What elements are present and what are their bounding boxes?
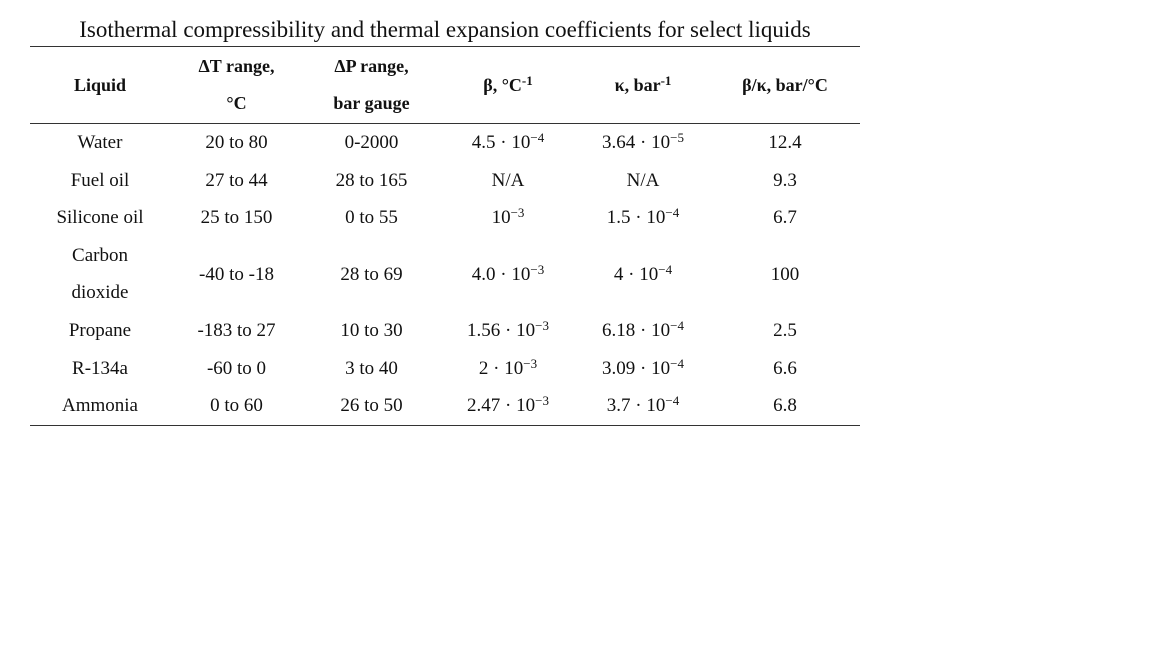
cell-line: ΔP range, — [334, 56, 409, 76]
cell-line: Carbon — [72, 244, 128, 266]
data-table: Liquid ΔT range, °C ΔP range, bar gauge β, °C… — [30, 46, 860, 426]
exponent: −4 — [665, 393, 680, 409]
cell-text: 1.56 · 10 — [467, 319, 536, 341]
table-row: Silicone oil 25 to 150 0 to 55 10−3 1.5 · 10… — [30, 199, 860, 237]
header-row: Liquid ΔT range, °C ΔP range, bar gauge β, °C… — [30, 46, 860, 124]
cell-line: ΔT range, — [198, 56, 275, 76]
exponent: −4 — [665, 205, 680, 221]
table-cell: 1.56 · 10−3 — [440, 312, 576, 350]
exponent: −3 — [535, 317, 549, 333]
exponent: −4 — [670, 317, 684, 333]
table-body: Water 20 to 80 0-2000 4.5 · 10−4 3.64 · 10−5… — [30, 124, 860, 426]
table-cell: 6.7 — [773, 207, 797, 229]
exponent: −3 — [530, 261, 545, 277]
table-cell: Water — [77, 132, 123, 153]
table-row: Ammonia 0 to 60 26 to 50 2.47 · 10−3 3.7 · 1… — [30, 387, 860, 426]
table-cell: 100 — [770, 263, 800, 285]
table-cell: 2.5 — [773, 319, 797, 341]
table-cell: Carbon dioxide — [30, 237, 170, 312]
header-cell: Liquid — [30, 47, 170, 124]
table-cell: 27 to 44 — [205, 169, 268, 191]
table-title: Isothermal compressibility and thermal e… — [79, 17, 811, 42]
table-cell: N/A — [491, 169, 525, 191]
cell-text: β, °C — [483, 74, 522, 95]
table-header: Liquid ΔT range, °C ΔP range, bar gauge β, °C… — [30, 46, 860, 124]
header-cell: β, °C-1 — [440, 47, 576, 124]
exponent: −5 — [670, 130, 684, 145]
table-cell: 9.3 — [773, 169, 797, 191]
table-cell: 3.7 · 10−4 — [576, 387, 710, 425]
cell-line: Liquid — [73, 74, 127, 95]
cell-text: 3.09 · 10 — [602, 357, 671, 379]
cell-text: 6.18 · 10 — [602, 319, 671, 341]
header-cell: ΔP range, bar gauge — [303, 47, 440, 124]
cell-text: 4.5 · 10 — [471, 132, 531, 153]
table-cell: 3.09 · 10−4 — [576, 350, 710, 388]
cell-text: 10 — [491, 207, 511, 229]
cell-text: 1.5 · 10 — [606, 207, 666, 229]
table-cell: Ammonia — [62, 395, 138, 417]
table-cell: N/A — [626, 169, 660, 191]
table-cell: Propane — [68, 319, 132, 341]
table-cell: 20 to 80 — [205, 132, 268, 153]
table-cell: 4 · 10−4 — [576, 237, 710, 312]
table-cell: 4.0 · 10−3 — [440, 237, 576, 312]
table-cell: 1.5 · 10−4 — [576, 199, 710, 237]
table-cell: -183 to 27 — [197, 319, 276, 341]
table-row: Water 20 to 80 0-2000 4.5 · 10−4 3.64 · 10−5… — [30, 124, 860, 162]
table-cell: 2.47 · 10−3 — [440, 387, 576, 425]
table-row: Fuel oil 27 to 44 28 to 165 N/A N/A 9.3 — [30, 162, 860, 200]
exponent: −4 — [670, 355, 684, 371]
table-cell: 0 to 55 — [345, 207, 398, 229]
cell-text: 4 · 10 — [613, 263, 659, 285]
exponent: −3 — [535, 393, 549, 409]
table-cell: 26 to 50 — [340, 395, 403, 417]
exponent: -1 — [521, 72, 533, 88]
table-cell: 4.5 · 10−4 — [440, 124, 576, 162]
cell-text: 4.0 · 10 — [471, 263, 531, 285]
table-cell: 28 to 165 — [335, 169, 408, 191]
exponent: −4 — [530, 130, 545, 145]
exponent: −3 — [510, 205, 525, 221]
cell-line: dioxide — [71, 282, 129, 304]
cell-line: β/κ, bar/°C — [742, 74, 828, 95]
table-cell: 2 · 10−3 — [440, 350, 576, 388]
cell-line: °C — [226, 93, 247, 113]
table-cell: 0 to 60 — [210, 395, 263, 417]
cell-text: 3.64 · 10 — [602, 132, 671, 153]
table-cell: -60 to 0 — [206, 357, 267, 379]
header-cell: β/κ, bar/°C — [710, 47, 860, 124]
cell-text: κ, bar — [614, 74, 661, 95]
exponent: −4 — [658, 261, 673, 277]
cell-text: 3.7 · 10 — [606, 395, 666, 417]
table-cell: R-134a — [72, 357, 128, 379]
table-cell: 28 to 69 — [340, 263, 403, 285]
table-cell: 3.64 · 10−5 — [576, 124, 710, 162]
table-cell: 0-2000 — [344, 132, 399, 153]
table-row: Carbon dioxide -40 to -18 28 to 69 4.0 · 10−… — [30, 237, 860, 312]
table-cell: 10−3 — [440, 199, 576, 237]
table-cell: Fuel oil — [70, 169, 130, 191]
cell-text: 2.47 · 10 — [467, 395, 536, 417]
exponent: -1 — [660, 72, 672, 88]
table-row: Propane -183 to 27 10 to 30 1.56 · 10−3 6.18… — [30, 312, 860, 350]
table-cell: 10 to 30 — [340, 319, 403, 341]
header-cell: ΔT range, °C — [170, 47, 303, 124]
table-cell: 6.6 — [773, 357, 797, 379]
table-cell: -40 to -18 — [199, 263, 274, 285]
table-cell: 12.4 — [768, 132, 802, 153]
table-cell: 6.18 · 10−4 — [576, 312, 710, 350]
header-cell: κ, bar-1 — [576, 47, 710, 124]
cell-line: bar gauge — [333, 93, 410, 113]
table-cell: 25 to 150 — [200, 207, 273, 229]
table-cell: 6.8 — [773, 395, 797, 417]
exponent: −3 — [523, 355, 538, 371]
cell-text: 2 · 10 — [478, 357, 524, 379]
table-cell: Silicone oil — [56, 207, 144, 229]
table-cell: 3 to 40 — [345, 357, 398, 379]
